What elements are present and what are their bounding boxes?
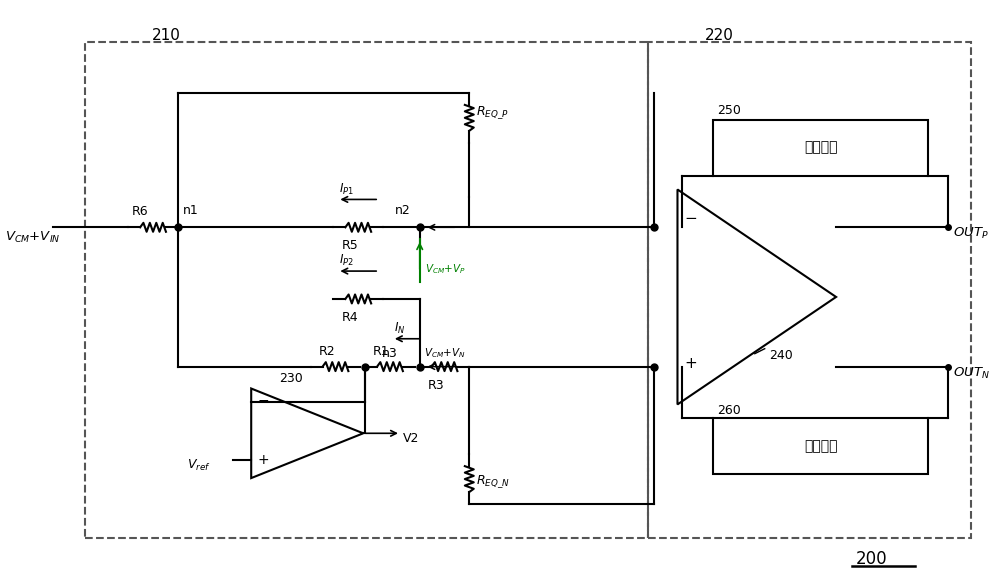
Text: R1: R1 [373, 344, 390, 358]
Text: −: − [257, 394, 269, 407]
Text: n3: n3 [382, 347, 398, 359]
Text: R2: R2 [319, 344, 335, 358]
Text: $R_{EQ\_N}$: $R_{EQ\_N}$ [476, 473, 510, 490]
Text: R6: R6 [132, 205, 149, 218]
Text: R4: R4 [341, 311, 358, 324]
Text: $I_{P2}$: $I_{P2}$ [339, 253, 354, 268]
Text: $I_{P1}$: $I_{P1}$ [339, 181, 354, 197]
Text: $I_N$: $I_N$ [394, 321, 405, 336]
Text: $V_{CM}$+$V_N$: $V_{CM}$+$V_N$ [424, 347, 465, 361]
Text: 220: 220 [705, 28, 734, 43]
Text: R3: R3 [428, 379, 444, 392]
Text: $V_{ref}$: $V_{ref}$ [187, 458, 210, 473]
Text: V2: V2 [403, 432, 419, 445]
Text: n1: n1 [183, 204, 199, 218]
Text: 250: 250 [717, 104, 741, 117]
Text: 210: 210 [152, 28, 181, 43]
Text: 反馈单元: 反馈单元 [804, 141, 837, 155]
Text: 240: 240 [769, 349, 792, 362]
Text: 230: 230 [279, 372, 303, 384]
Text: 反馈单元: 反馈单元 [804, 439, 837, 454]
Text: R5: R5 [341, 239, 358, 252]
Text: $V_{CM}$+$V_{IN}$: $V_{CM}$+$V_{IN}$ [5, 230, 61, 245]
Text: +: + [684, 355, 697, 370]
Text: −: − [684, 211, 697, 226]
Text: $OUT_P$: $OUT_P$ [953, 226, 989, 241]
Text: +: + [257, 453, 269, 467]
Text: $V_{CM}$+$V_P$: $V_{CM}$+$V_P$ [425, 262, 466, 276]
Text: $R_{EQ\_P}$: $R_{EQ\_P}$ [476, 104, 509, 121]
Text: 200: 200 [856, 550, 888, 568]
Text: $OUT_N$: $OUT_N$ [953, 366, 990, 381]
Text: n2: n2 [395, 204, 411, 218]
Text: 260: 260 [717, 404, 741, 417]
